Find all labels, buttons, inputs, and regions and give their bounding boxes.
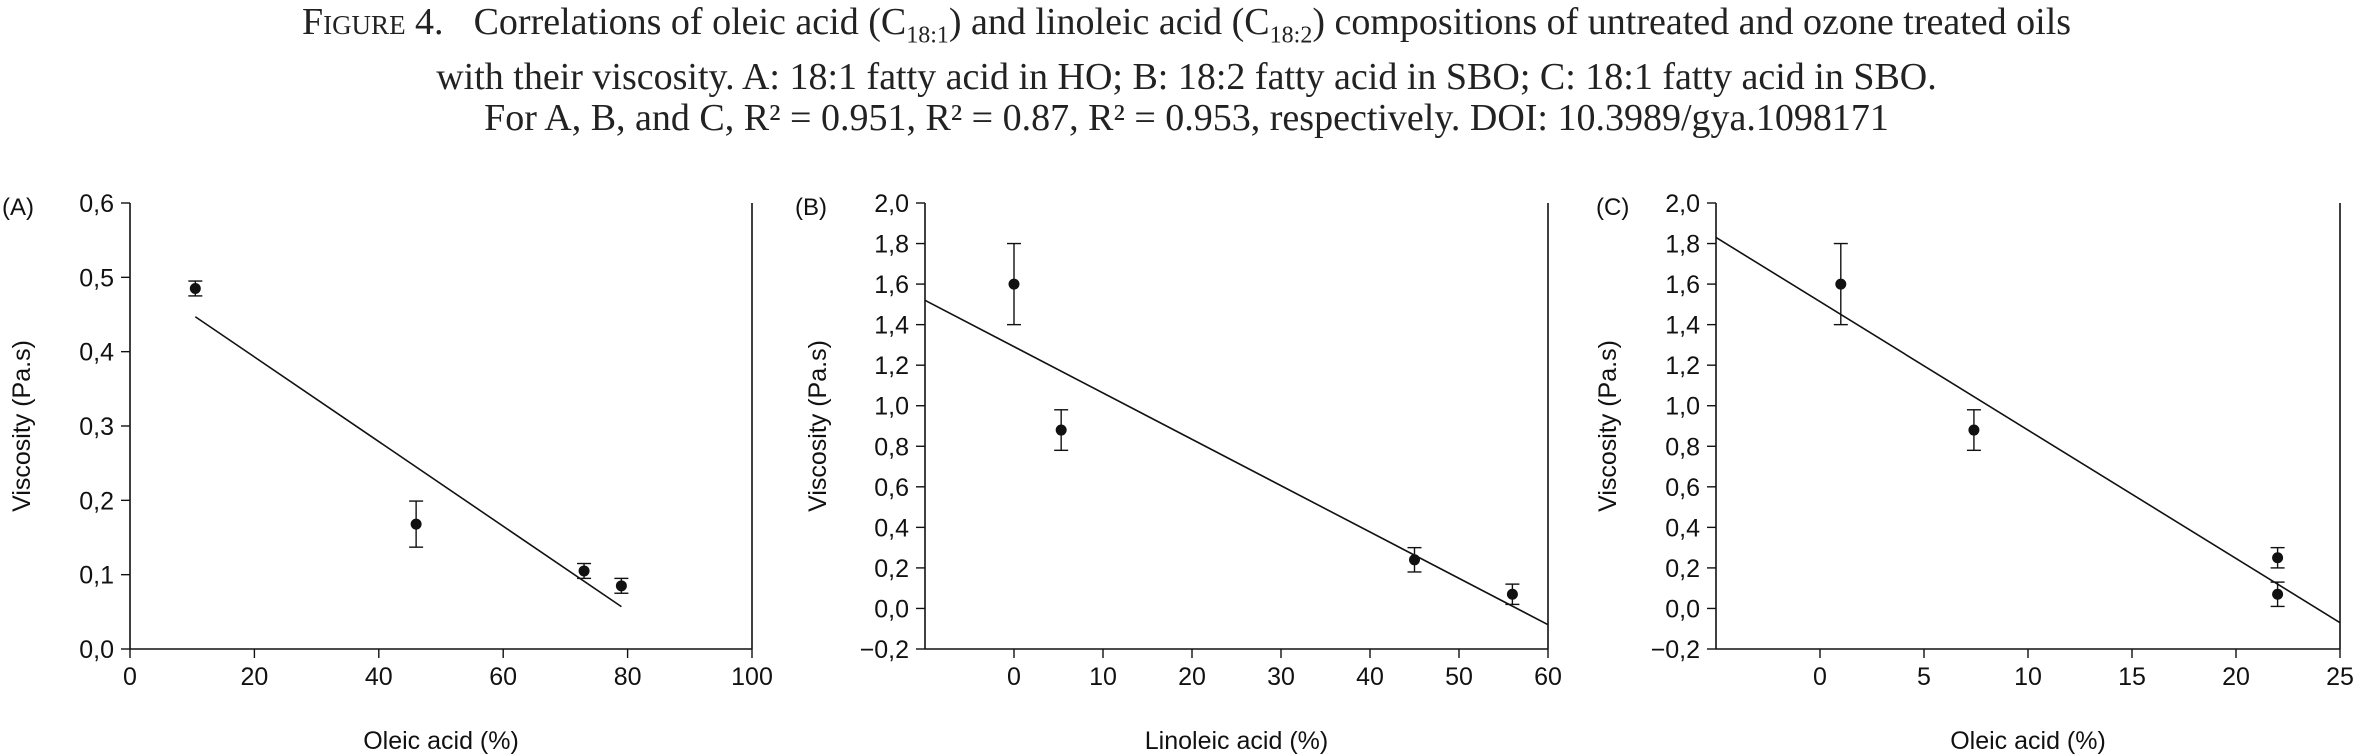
- data-point: [578, 565, 590, 577]
- data-point: [1008, 278, 1020, 290]
- y-axis-title: Viscosity (Pa.s): [1594, 340, 1622, 512]
- x-axis-title: Oleic acid (%): [1950, 727, 2106, 755]
- x-tick-label: 15: [2118, 663, 2146, 691]
- x-tick-label: 60: [1534, 663, 1562, 691]
- y-tick-label: 0,6: [1665, 474, 1700, 502]
- x-tick-label: 0: [1813, 663, 1827, 691]
- data-point: [2272, 588, 2284, 600]
- x-tick-label: 0: [1007, 663, 1021, 691]
- y-tick-label: 1,8: [1665, 231, 1700, 259]
- chart-figure: (A)0,00,10,20,30,40,50,60 20 40 60 80 100Olei…: [2, 190, 2354, 755]
- y-axis-title: Viscosity (Pa.s): [804, 340, 832, 512]
- x-tick-label: 0: [123, 663, 137, 691]
- y-tick-label: 1,6: [1665, 271, 1700, 299]
- y-tick-label: 0,0: [1665, 595, 1700, 623]
- data-point: [189, 282, 201, 294]
- data-point: [1409, 554, 1420, 566]
- y-tick-label: 0,6: [79, 190, 114, 218]
- x-tick-label: 10: [2014, 663, 2042, 691]
- data-point: [615, 580, 627, 592]
- data-point: [1968, 424, 1980, 436]
- x-tick-label: 40: [1356, 663, 1384, 691]
- panel-label: (C): [1596, 194, 1629, 221]
- x-tick-label: 50: [1445, 663, 1473, 691]
- y-tick-label: 1,2: [874, 352, 909, 380]
- x-tick-label: 20: [1178, 663, 1206, 691]
- regression-line: [924, 299, 1549, 626]
- x-tick-label: 10: [1089, 663, 1117, 691]
- y-tick-label: 0,4: [79, 339, 114, 367]
- data-point: [1835, 278, 1847, 290]
- y-axis-title: Viscosity (Pa.s): [8, 340, 36, 512]
- y-tick-label: 0,2: [874, 555, 909, 583]
- y-tick-label: −0,2: [860, 636, 909, 664]
- caption-line-1: Figure 4. Correlations of oleic acid (C18…: [0, 2, 2373, 57]
- y-tick-label: 0,4: [1665, 514, 1700, 542]
- y-tick-label: −0,2: [1651, 636, 1700, 664]
- data-point: [1506, 588, 1518, 600]
- y-tick-label: 0,0: [874, 595, 909, 623]
- caption-text-1c: ) compositions of untreated and ozone tr…: [1312, 1, 2072, 43]
- caption-subscript-18-1: 18:1: [906, 22, 949, 49]
- chart-panel-2: (B) −0,2 0,0 0,2 0,4 0,6 0,8 1,0 1,2 1,4 1,6 1,8 2,0…: [795, 190, 1562, 755]
- x-axis-title: Oleic acid (%): [363, 727, 519, 755]
- y-tick-label: 0,6: [874, 474, 909, 502]
- caption-line-3: For A, B, and C, R² = 0.951, R² = 0.87, …: [484, 96, 1889, 139]
- data-point: [410, 518, 422, 530]
- caption-text-1a: Correlations of oleic acid (C: [473, 1, 907, 43]
- y-tick-label: 0,8: [874, 433, 909, 461]
- regression-line: [1715, 236, 2341, 624]
- x-tick-label: 80: [614, 663, 642, 691]
- y-tick-label: 0,3: [79, 413, 114, 441]
- data-point: [1055, 424, 1067, 436]
- chart-panel-1: (A) 0,0 0,1 0,2 0,3 0,4 0,5 0,6 0 20 40 60 80 100 Olei…: [2, 190, 773, 755]
- caption-text-1b: ) and linoleic acid (C: [948, 1, 1270, 43]
- x-tick-label: 40: [365, 663, 393, 691]
- x-tick-label: 60: [489, 663, 517, 691]
- y-tick-label: 1,0: [1665, 393, 1700, 421]
- x-tick-label: 20: [2222, 663, 2250, 691]
- x-tick-label: 20: [240, 663, 268, 691]
- caption-subscript-18-2: 18:2: [1269, 22, 1313, 49]
- y-tick-label: 1,6: [874, 271, 909, 299]
- y-tick-label: 0,5: [79, 264, 114, 292]
- y-tick-label: 1,4: [874, 312, 909, 340]
- y-tick-label: 0,2: [79, 487, 114, 515]
- regression-line: [194, 316, 622, 608]
- y-tick-label: 1,2: [1665, 352, 1700, 380]
- panel-label: (A): [2, 194, 34, 221]
- y-tick-label: 1,0: [874, 393, 909, 421]
- y-tick-label: 0,8: [1665, 433, 1700, 461]
- y-tick-label: 0,0: [79, 636, 114, 664]
- panel-label: (B): [795, 194, 827, 221]
- chart-panel-3: (C) −0,2 0,0 0,2 0,4 0,6 0,8 1,0 1,2 1,4 1,6 1,8 2,0…: [1594, 190, 2354, 755]
- data-point: [2272, 552, 2284, 564]
- y-tick-label: 2,0: [1665, 190, 1700, 218]
- y-tick-label: 1,8: [874, 231, 909, 259]
- figure-label: Figure 4.: [301, 1, 444, 43]
- y-tick-label: 0,1: [79, 562, 114, 590]
- y-tick-label: 0,2: [1665, 555, 1700, 583]
- y-tick-label: 2,0: [874, 190, 909, 218]
- x-axis-title: Linoleic acid (%): [1145, 727, 1328, 755]
- x-tick-label: 30: [1267, 663, 1295, 691]
- x-tick-label: 100: [731, 663, 773, 691]
- x-tick-label: 25: [2326, 663, 2354, 691]
- caption-line-2: with their viscosity. A: 18:1 fatty acid…: [436, 55, 1937, 98]
- figure-caption: Figure 4. Correlations of oleic acid (C18…: [0, 0, 2373, 139]
- y-tick-label: 0,4: [874, 514, 909, 542]
- y-tick-label: 1,4: [1665, 312, 1700, 340]
- x-tick-label: 5: [1917, 663, 1931, 691]
